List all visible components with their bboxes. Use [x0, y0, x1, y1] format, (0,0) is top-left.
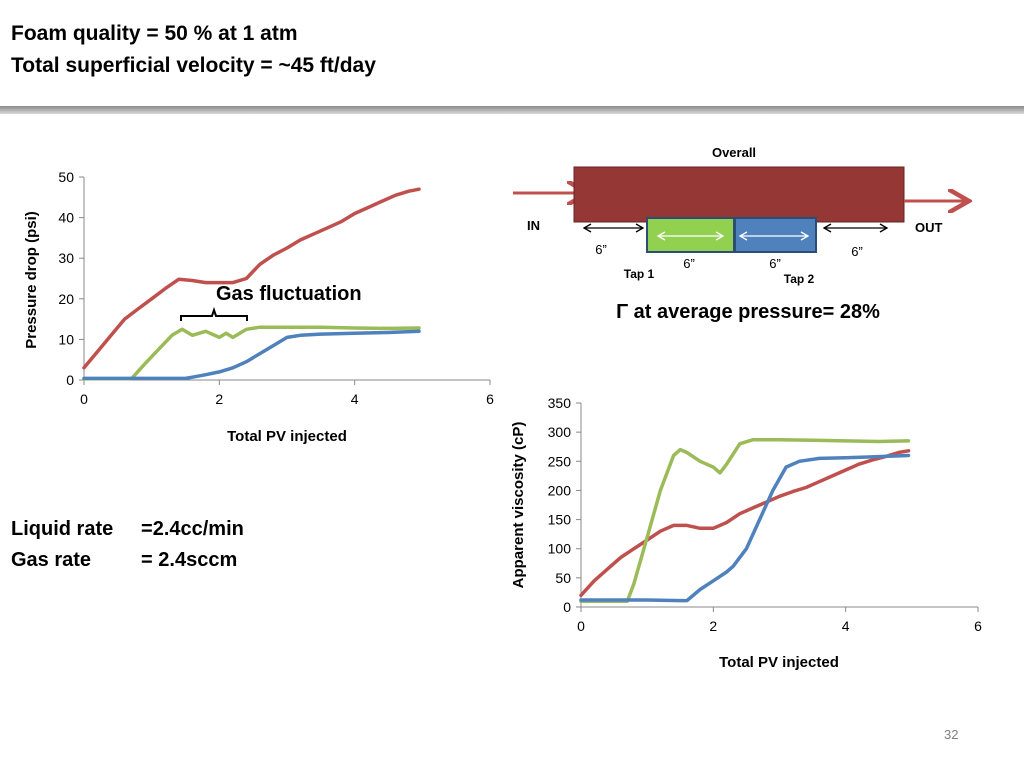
length-tap1-label: 6”	[683, 256, 695, 271]
chart2-x-tick-label: 0	[577, 618, 585, 634]
length-right-label: 6”	[851, 244, 863, 259]
chart2-y-tick-label: 350	[548, 395, 572, 411]
chart1-y-tick-label: 10	[58, 331, 74, 347]
gas-fluctuation-annotation: Gas fluctuation	[216, 283, 362, 305]
chart1-x-tick-label: 0	[80, 391, 88, 407]
page-number: 32	[944, 727, 959, 742]
chart2-y-tick-label: 150	[548, 512, 572, 528]
chart1-series-0-line	[82, 187, 421, 370]
out-label: OUT	[915, 220, 943, 235]
overall-core-section	[573, 166, 905, 223]
tap1-label: Tap 1	[624, 267, 655, 281]
chart2-y-tick-label: 300	[548, 424, 572, 440]
apparent-viscosity-chart: 0 2 4 6 0 50 100 150 200 250 300 350 Total PV injec…	[510, 395, 982, 671]
chart2-series-2-line	[579, 453, 911, 603]
length-arrow-right	[822, 223, 889, 233]
tap2-section	[734, 217, 817, 253]
gas-fluctuation-brace	[180, 306, 248, 321]
length-tap2-label: 6”	[769, 256, 781, 271]
length-arrow-left	[582, 223, 645, 233]
tap1-section	[646, 217, 735, 253]
chart2-y-tick-label: 100	[548, 541, 572, 557]
length-left-label: 6”	[595, 242, 607, 257]
chart1-y-tick-label: 30	[58, 250, 74, 266]
chart1-plot-area: 0 2 4 6 0 10 20 30 40 50	[58, 169, 494, 407]
liquid-rate-text: Liquid rate =2.4cc/min	[11, 518, 244, 540]
chart2-y-axis-title: Apparent viscosity (cP)	[510, 422, 527, 589]
overall-label: Overall	[712, 145, 756, 160]
chart1-y-tick-label: 20	[58, 291, 74, 307]
chart2-series-0-line	[579, 449, 911, 598]
length-arrow-tap1	[656, 231, 725, 241]
chart1-series-2-line	[82, 329, 421, 381]
chart2-y-tick-label: 200	[548, 482, 572, 498]
length-arrow-tap2	[738, 231, 810, 241]
chart2-y-tick-label: 0	[563, 599, 571, 615]
chart2-series-1-line	[579, 437, 911, 603]
header-divider	[0, 106, 1024, 114]
core-schematic: Overall IN OUT 6” 6” 6” 6” Tap 1 Tap 2 Γ…	[513, 145, 1024, 323]
chart1-y-tick-label: 50	[58, 169, 74, 185]
chart2-plot-area: 0 2 4 6 0 50 100 150 200 250 300 350	[548, 395, 982, 634]
gamma-average-pressure-text: Γ at average pressure= 28%	[616, 301, 880, 323]
chart2-y-tick-label: 50	[555, 570, 571, 586]
chart2-x-tick-label: 6	[974, 618, 982, 634]
chart2-x-tick-label: 2	[709, 618, 717, 634]
slide-title-superficial-velocity: Total superficial velocity = ~45 ft/day	[11, 54, 376, 77]
chart2-x-axis-title: Total PV injected	[719, 654, 839, 671]
chart1-x-tick-label: 2	[215, 391, 223, 407]
chart1-y-axis-title: Pressure drop (psi)	[23, 211, 40, 349]
gas-rate-text: Gas rate = 2.4sccm	[11, 549, 238, 571]
pressure-drop-chart: 0 2 4 6 0 10 20 30 40 50 Total PV injected Pressu…	[23, 169, 494, 445]
chart1-y-tick-label: 40	[58, 210, 74, 226]
chart1-x-tick-label: 6	[486, 391, 494, 407]
chart1-x-axis-title: Total PV injected	[227, 428, 347, 445]
in-label: IN	[527, 218, 540, 233]
chart1-y-tick-label: 0	[66, 372, 74, 388]
chart1-x-tick-label: 4	[351, 391, 359, 407]
chart2-x-tick-label: 4	[842, 618, 850, 634]
chart2-y-tick-label: 250	[548, 453, 572, 469]
slide-title-foam-quality: Foam quality = 50 % at 1 atm	[11, 22, 298, 45]
tap2-label: Tap 2	[784, 272, 815, 286]
